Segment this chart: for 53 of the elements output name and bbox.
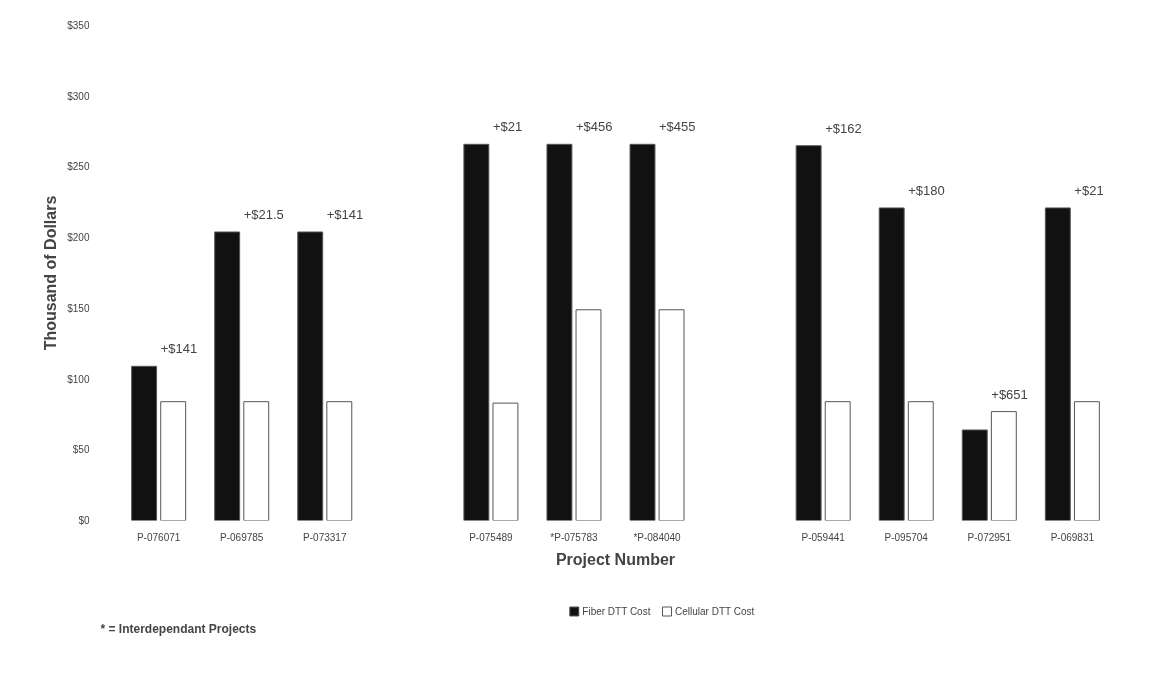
- text: * = Interdependant Projects: [100, 621, 257, 636]
- bar: [907, 401, 934, 521]
- y-tick-label: $0: [78, 515, 90, 526]
- bar: [824, 401, 851, 521]
- y-tick-label: $250: [67, 161, 90, 173]
- bar: [629, 143, 656, 521]
- annotation: +$21: [1074, 182, 1104, 198]
- bar: [214, 231, 241, 521]
- bar: [575, 309, 602, 521]
- x-tick-label: P-069785: [220, 531, 264, 543]
- annotation: +$21: [492, 119, 523, 135]
- y-tick-label: $150: [67, 302, 90, 314]
- y-tick-label: $300: [67, 90, 90, 102]
- x-tick-label: *P-084040: [633, 531, 682, 543]
- x-tick-label: P-073317: [303, 531, 347, 543]
- bar: [546, 143, 573, 521]
- bar: [961, 429, 988, 521]
- annotation: +$651: [991, 386, 1028, 402]
- legend-label: Fiber DTT Cost: [582, 606, 651, 617]
- x-tick-label: P-072951: [967, 531, 1012, 543]
- bar: [1073, 401, 1100, 521]
- bar: [463, 143, 490, 521]
- bar: [795, 145, 822, 521]
- y-tick-label: $100: [67, 373, 90, 385]
- bar: [658, 309, 685, 521]
- annotation: +$141: [326, 206, 364, 222]
- y-tick-label: $50: [72, 444, 90, 456]
- annotation: +$455: [659, 119, 696, 135]
- x-tick-label: *P-075783: [550, 531, 599, 543]
- bar: [1044, 207, 1071, 521]
- x-tick-label: P-069831: [1050, 531, 1095, 543]
- annotation: +$456: [575, 119, 613, 135]
- bar: [160, 401, 187, 521]
- bar: [297, 231, 324, 521]
- y-tick-label: $350: [67, 20, 90, 31]
- annotation: +$21.5: [243, 206, 284, 222]
- x-tick-label: P-076071: [136, 531, 181, 543]
- bar: [990, 411, 1017, 521]
- legend-label: Cellular DTT Cost: [675, 606, 755, 617]
- bar: [243, 401, 270, 521]
- y-tick-label: $200: [67, 232, 90, 244]
- annotation: +$180: [908, 182, 945, 198]
- bar: [131, 365, 158, 521]
- annotation: +$162: [825, 120, 862, 136]
- bar: [878, 207, 905, 521]
- x-tick-label: P-059441: [801, 531, 846, 543]
- bar: [492, 402, 519, 521]
- annotation: +$141: [160, 341, 198, 357]
- x-tick-label: P-075489: [469, 531, 514, 543]
- x-tick-label: P-095704: [884, 531, 929, 543]
- x-axis-title: Project Number: [555, 550, 676, 568]
- y-axis-title: Thousand of Dollars: [42, 195, 60, 351]
- bar: [326, 401, 353, 521]
